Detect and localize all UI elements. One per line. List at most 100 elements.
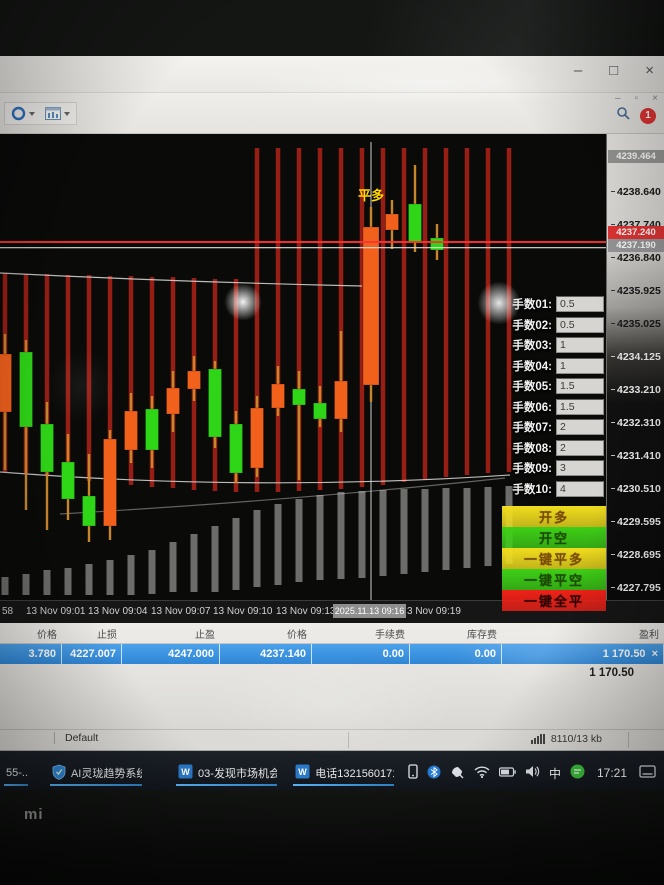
child-window-control-button[interactable]: – bbox=[615, 93, 621, 104]
crosshair-price-tag: 4237.190 bbox=[608, 239, 664, 252]
traffic-text: 8110/13 kb bbox=[550, 733, 602, 745]
profile-tabbar: Default 8110/13 kb bbox=[0, 729, 664, 751]
input-method-indicator[interactable]: 中 bbox=[548, 766, 561, 781]
tab-default[interactable]: Default bbox=[54, 732, 108, 744]
lot-row: 手数03: bbox=[502, 335, 606, 356]
profit-total: 1 170.50 bbox=[589, 667, 634, 679]
child-window-control-button[interactable]: × bbox=[652, 93, 658, 104]
child-window-control-button[interactable]: ▫ bbox=[634, 93, 639, 104]
lot-input[interactable] bbox=[556, 296, 604, 313]
lot-label: 手数08: bbox=[512, 442, 552, 455]
window-controls: – □ × bbox=[574, 63, 654, 78]
time-axis-label: 13 Nov 09:04 bbox=[88, 606, 148, 617]
lot-label: 手数07: bbox=[512, 422, 552, 435]
trade-column-header: 价格 bbox=[287, 629, 307, 641]
volume-bar bbox=[316, 495, 324, 580]
candle-body-up bbox=[166, 387, 180, 415]
lot-input[interactable] bbox=[556, 316, 604, 333]
candle-body-down bbox=[292, 388, 306, 406]
svg-text:W: W bbox=[181, 767, 190, 777]
lot-input[interactable] bbox=[556, 419, 604, 436]
close-position-button[interactable]: × bbox=[651, 648, 658, 660]
svg-text:W: W bbox=[298, 767, 307, 777]
crosshair-time-tag: 2025.11.13 09:16 bbox=[333, 604, 406, 618]
taskbar-clock[interactable]: 17:21 bbox=[596, 766, 627, 780]
price-axis-label: 4233.210 bbox=[611, 384, 661, 396]
candle-body-up bbox=[250, 407, 264, 469]
lot-input[interactable] bbox=[556, 398, 604, 415]
lot-input[interactable] bbox=[556, 337, 604, 354]
traffic-bars-icon bbox=[530, 734, 545, 744]
price-axis-label: 4238.640 bbox=[611, 186, 661, 198]
profit-total-row: 1 170.50 bbox=[0, 664, 664, 684]
volume-bar bbox=[1, 577, 9, 595]
trade-column-header: 价格 bbox=[37, 629, 57, 641]
open-position-row[interactable]: 3.780 4227.007 4247.000 4237.140 0.00 0.00 1 1… bbox=[0, 644, 664, 664]
candle-body-up bbox=[187, 370, 201, 390]
price-axis: 4238.640 4237.740 4236.840 4235.925 4235.025… bbox=[606, 134, 664, 600]
screen-bezel-top bbox=[0, 0, 664, 56]
close-short-button[interactable]: 一键平空 bbox=[502, 569, 606, 590]
notification-center-icon[interactable] bbox=[639, 765, 656, 781]
lot-input[interactable] bbox=[556, 439, 604, 456]
taskbar-item-label: AI灵珑趋势系统2.0 bbox=[70, 768, 143, 780]
volume-bar bbox=[442, 488, 450, 570]
open-short-button[interactable]: 开空 bbox=[502, 527, 606, 548]
close-long-button[interactable]: 一键平多 bbox=[502, 548, 606, 569]
taskbar-item[interactable]: AI灵珑趋势系统2.0 bbox=[49, 760, 143, 786]
connection-status: 8110/13 kb bbox=[530, 733, 602, 745]
candle-body-down bbox=[408, 203, 422, 243]
trade-column-header: 手续费 bbox=[375, 629, 405, 641]
wechat-icon[interactable] bbox=[570, 764, 585, 782]
close-all-button[interactable]: 一键全平 bbox=[502, 590, 606, 611]
lot-row: 手数01: bbox=[502, 294, 606, 315]
taskbar: 55-... AI灵珑趋势系统2.0 W 03-发现市场机会（... W 电话132156… bbox=[0, 751, 664, 795]
phone-icon[interactable] bbox=[408, 764, 418, 782]
trade-cell: 3.780 bbox=[0, 644, 62, 664]
taskbar-item[interactable]: 55-... bbox=[4, 760, 28, 786]
candle-body-up bbox=[362, 226, 380, 386]
lot-label: 手数03: bbox=[512, 340, 552, 353]
lot-row: 手数07: bbox=[502, 417, 606, 438]
taskbar-item-label: 55-... bbox=[6, 767, 28, 779]
volume-bar bbox=[190, 534, 198, 592]
candle-body-up bbox=[385, 213, 399, 231]
close-long-annotation: 平多 bbox=[358, 188, 384, 203]
lot-input[interactable] bbox=[556, 357, 604, 374]
volume-bar bbox=[232, 518, 240, 590]
window-control-button[interactable]: – bbox=[573, 62, 583, 79]
notification-badge[interactable]: 1 bbox=[640, 107, 656, 124]
circle-tool-icon bbox=[11, 106, 26, 121]
search-button[interactable] bbox=[616, 106, 630, 125]
window-control-button[interactable]: □ bbox=[609, 62, 619, 79]
crosshair-hline bbox=[0, 247, 606, 249]
volume-bar bbox=[211, 526, 219, 592]
volume-icon[interactable] bbox=[525, 765, 540, 781]
satellite-icon[interactable] bbox=[450, 765, 465, 782]
taskbar-item[interactable]: W 03-发现市场机会（... bbox=[176, 760, 278, 786]
volume-bar bbox=[337, 492, 345, 579]
taskbar-item[interactable]: W 电话13215601713.... bbox=[293, 760, 394, 786]
taskbar-item-label: 03-发现市场机会（... bbox=[198, 768, 278, 780]
lot-row: 手数05: bbox=[502, 376, 606, 397]
circle-tool-button[interactable] bbox=[11, 106, 35, 121]
candle-body-down bbox=[40, 423, 54, 473]
open-long-button[interactable]: 开多 bbox=[502, 506, 606, 527]
lot-row: 手数10: bbox=[502, 479, 606, 500]
trade-panel: 价格 止损 止盈 价格 手续费 库存费 盈利 3.780 4227.007 4247.000 42… bbox=[0, 623, 664, 729]
trade-column-header: 盈利 bbox=[639, 629, 659, 641]
battery-icon[interactable] bbox=[498, 766, 516, 780]
window-control-button[interactable]: × bbox=[645, 62, 654, 79]
volume-bar bbox=[379, 490, 387, 576]
lot-input[interactable] bbox=[556, 378, 604, 395]
volume-bar bbox=[421, 489, 429, 572]
bluetooth-icon[interactable] bbox=[427, 765, 441, 782]
lot-input[interactable] bbox=[556, 460, 604, 477]
price-axis-label: 4235.925 bbox=[611, 285, 661, 297]
time-axis-label: 13 Nov 09:10 bbox=[213, 606, 273, 617]
lot-input[interactable] bbox=[556, 480, 604, 497]
candle-body-up bbox=[103, 438, 117, 527]
last-price-tag: 4237.240 bbox=[608, 226, 664, 239]
wifi-icon[interactable] bbox=[474, 765, 490, 781]
chart-window-button[interactable] bbox=[45, 107, 70, 120]
